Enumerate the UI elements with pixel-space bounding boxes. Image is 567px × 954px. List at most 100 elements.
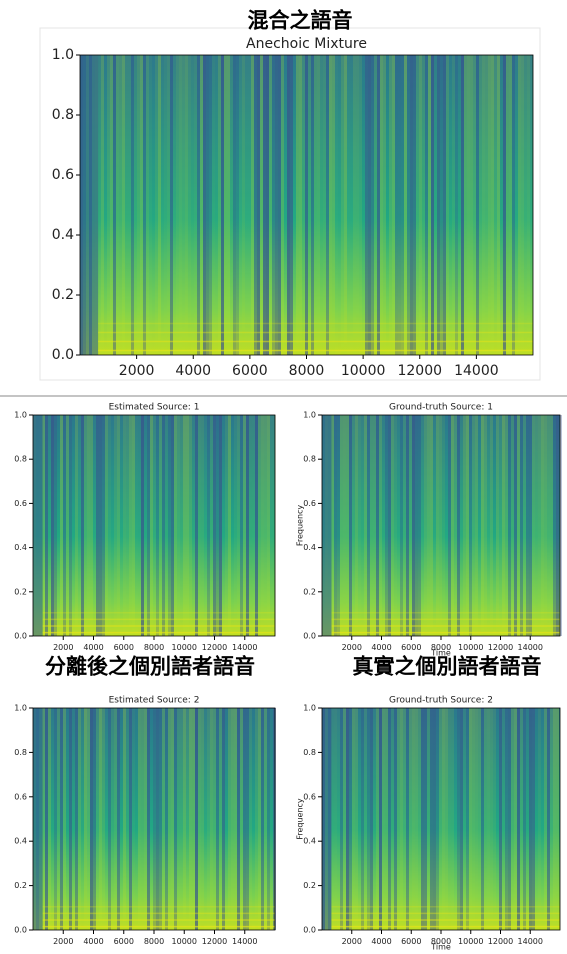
spectrogram-column [87,415,90,636]
y-tick-label: 1.0 [52,47,74,63]
spectrogram-column [424,708,427,930]
y-tick-label: 0.4 [303,837,316,846]
spectrogram-column [389,55,392,355]
spectrogram-column [258,415,261,636]
x-tick-label: 2000 [53,643,73,652]
spectrogram-column [293,55,296,355]
y-tick-label: 0.4 [52,227,74,243]
spectrogram-column [376,708,379,930]
spectrogram-column [231,708,234,930]
spectrogram-column [180,708,183,930]
spectrogram-column [529,415,532,636]
spectrogram-column [544,708,547,930]
caption: 真實之個別語者語音 [353,654,542,679]
spectrogram-column [412,415,415,636]
y-tick-label: 0.2 [14,587,27,596]
spectrogram-column [449,55,452,355]
spectrogram-column [490,415,493,636]
spectrogram-column [487,708,490,930]
spectrogram-column [155,55,158,355]
spectrogram-column [63,415,66,636]
spectrogram-column [397,708,400,930]
spectrogram-column [80,55,98,355]
spectrogram-column [442,708,445,930]
spectrogram-column [69,415,72,636]
spectrogram-column [123,708,126,930]
spectrogram-column [532,708,535,930]
spectrogram-column [275,55,278,355]
spectrogram-column [270,708,273,930]
x-tick-label: 12000 [202,643,227,652]
spectrogram-column [152,55,155,355]
spectrogram-column [352,708,355,930]
spectrogram-column [254,55,257,355]
spectrogram-column [367,708,370,930]
spectrogram-column [370,415,373,636]
spectrogram-column [428,55,431,355]
spectrogram-column [242,55,245,355]
spectrogram-column [500,55,503,355]
spectrogram-column [135,708,138,930]
spectrogram-column [419,55,422,355]
spectrogram-column [404,55,407,355]
spectrogram-column [494,55,497,355]
spectrogram-column [488,55,491,355]
spectrogram-column [162,708,165,930]
spectrogram-column [144,415,147,636]
spectrogram-column [347,55,350,355]
chart-title: Anechoic Mixture [246,36,367,52]
spectrogram-column [527,55,530,355]
x-tick-label: 10000 [341,363,386,379]
spectrogram-column [320,55,323,355]
spectrogram-column [158,55,161,355]
spectrogram-column [287,55,290,355]
spectrogram-column [481,708,484,930]
y-tick-label: 0.2 [52,287,74,303]
spectrogram-column [125,55,128,355]
spectrogram-column [398,55,401,355]
spectrogram-column [167,55,170,355]
spectrogram-column [478,415,481,636]
spectrogram-column [134,55,137,355]
y-tick-label: 0.4 [14,543,27,552]
spectrogram-column [240,415,243,636]
spectrogram-column [236,55,239,355]
spectrogram-column [346,415,349,636]
spectrogram-column [463,415,466,636]
spectrogram-column [443,55,446,355]
spectrogram-column [48,708,51,930]
spectrogram-column [45,415,48,636]
spectrogram-column [192,415,195,636]
spectrogram-column [334,708,337,930]
spectrogram-column [164,55,167,355]
spectrogram-column [66,708,69,930]
spectrogram-column [264,708,267,930]
spectrogram-column [224,55,227,355]
x-tick-label: 4000 [83,643,103,652]
spectrogram-column [355,708,358,930]
y-tick-label: 0.0 [14,926,27,935]
spectrogram-column [379,415,382,636]
spectrogram-column [198,708,201,930]
spectrogram-column [497,55,500,355]
spectrogram-column [246,708,249,930]
y-tick-label: 0.2 [303,881,316,890]
spectrogram-column [481,415,484,636]
spectrogram-column [323,55,326,355]
spectrogram-column [388,708,391,930]
spectrogram-column [60,708,63,930]
spectrogram-column [96,415,99,636]
spectrogram-column [461,55,464,355]
spectrogram-column [502,415,505,636]
spectrogram-column [467,55,470,355]
spectrogram-column [75,415,78,636]
spectrogram-column [433,415,436,636]
spectrogram-column [90,708,93,930]
spectrogram-column [33,708,43,930]
x-tick-label: 10000 [458,643,483,652]
spectrogram-column [60,415,63,636]
spectrogram-column [395,55,398,355]
spectrogram-column [105,708,108,930]
spectrogram-column [454,708,457,930]
spectrogram-column [51,708,54,930]
